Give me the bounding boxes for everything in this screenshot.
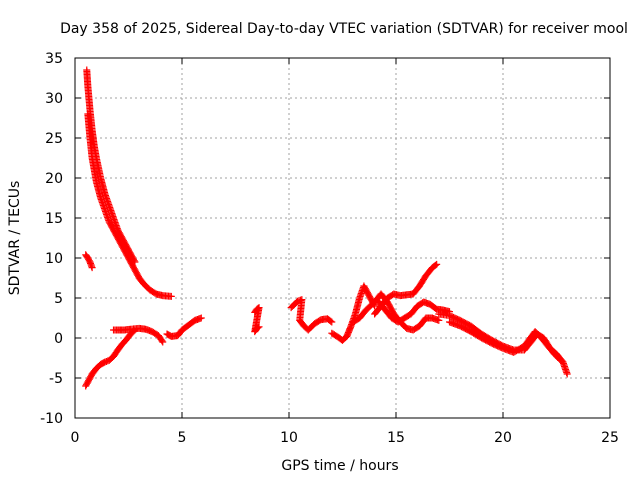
y-tick-label: -5 — [49, 371, 63, 387]
x-tick-label: 20 — [494, 430, 512, 446]
data-point — [255, 323, 263, 331]
data-points — [82, 66, 571, 390]
chart-title: Day 358 of 2025, Sidereal Day-to-day VTE… — [60, 21, 628, 37]
data-point — [432, 261, 440, 269]
y-tick-label: 5 — [54, 291, 63, 307]
y-axis-label: SDTVAR / TECUs — [7, 181, 23, 296]
series-track-j-loop-a — [349, 290, 443, 334]
series-track-l-loop-c — [375, 298, 453, 326]
data-point — [557, 356, 565, 364]
series-track-d-rising — [82, 326, 139, 390]
grid-lines — [75, 58, 610, 418]
series-track-m-decline — [435, 310, 571, 378]
series-track-i-12h — [328, 282, 379, 344]
data-point — [167, 292, 175, 300]
series-track-c-short — [82, 251, 96, 272]
data-point — [327, 317, 335, 325]
series-track-n-decline-low — [446, 318, 565, 364]
x-tick-label: 15 — [387, 430, 405, 446]
data-point — [197, 314, 205, 322]
y-tick-label: 35 — [45, 51, 63, 67]
data-point — [159, 338, 167, 346]
y-tick-label: -10 — [40, 411, 63, 427]
y-tick-labels: -10 -5 0 5 10 15 20 25 30 35 — [40, 51, 63, 427]
data-point — [433, 260, 441, 268]
data-point — [254, 324, 262, 332]
axis-ticks — [74, 57, 611, 419]
y-tick-label: 25 — [45, 131, 63, 147]
series-track-b-decay-lower — [84, 110, 175, 300]
y-tick-label: 0 — [54, 331, 63, 347]
y-tick-label: 20 — [45, 171, 63, 187]
y-tick-label: 10 — [45, 251, 63, 267]
y-tick-label: 15 — [45, 211, 63, 227]
data-point — [435, 316, 443, 324]
x-tick-label: 5 — [178, 430, 187, 446]
data-point — [158, 337, 166, 345]
plot-frame — [74, 57, 611, 419]
x-axis-label: GPS time / hours — [281, 458, 398, 474]
series-track-f-small-rise — [163, 314, 205, 340]
x-tick-label: 0 — [71, 430, 80, 446]
series-track-e-flat — [110, 324, 167, 346]
data-point — [563, 370, 571, 378]
data-point — [88, 264, 96, 272]
data-point — [328, 318, 336, 326]
x-tick-label: 25 — [601, 430, 619, 446]
y-tick-label: 30 — [45, 91, 63, 107]
series-track-g-8h — [251, 304, 263, 336]
x-tick-label: 10 — [280, 430, 298, 446]
x-tick-labels: 0 5 10 15 20 25 — [71, 430, 619, 446]
data-point — [556, 355, 564, 363]
series-track-h-10h — [287, 296, 336, 334]
